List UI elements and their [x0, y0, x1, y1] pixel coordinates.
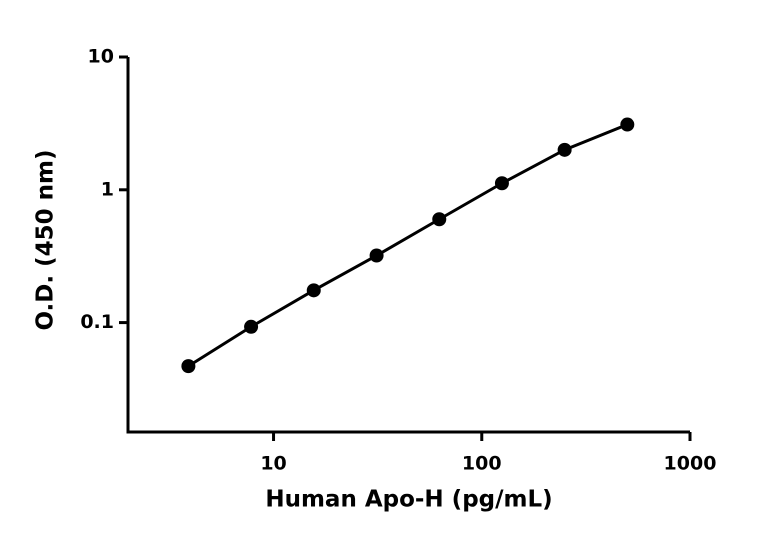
- data-point: [306, 283, 321, 298]
- y-tick-label: 0.1: [80, 311, 114, 333]
- x-tick-label: 100: [462, 453, 502, 475]
- y-tick-label: 1: [101, 178, 114, 200]
- y-axis-label: O.D. (450 nm): [33, 149, 59, 330]
- data-point: [244, 319, 259, 334]
- data-point: [432, 212, 447, 227]
- data-point: [557, 142, 572, 157]
- y-tick-label: 10: [88, 46, 114, 68]
- data-point: [369, 248, 384, 263]
- x-tick-label: 1000: [664, 453, 717, 475]
- data-point: [494, 176, 509, 191]
- x-axis-label: Human Apo-H (pg/mL): [265, 487, 552, 513]
- data-point: [181, 359, 196, 374]
- x-tick-label: 10: [260, 453, 286, 475]
- fit-line: [187, 123, 628, 368]
- data-point: [620, 117, 635, 132]
